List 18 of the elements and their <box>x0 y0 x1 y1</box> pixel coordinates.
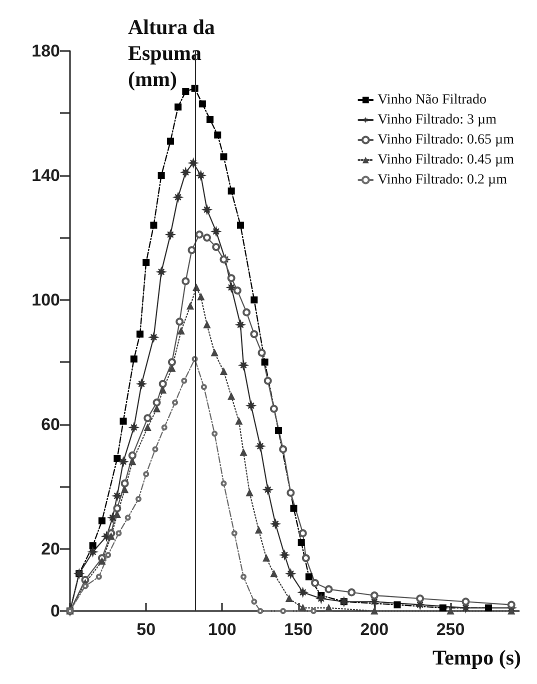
x-tick-label: 250 <box>436 620 465 639</box>
x-tick-label: 150 <box>284 620 312 639</box>
y-tick-label: 0 <box>50 602 60 620</box>
legend-label: Vinho Filtrado: 3 µm <box>378 112 497 128</box>
x-tick-label: 200 <box>360 620 389 639</box>
y-axis-title: Altura da Espuma (mm) <box>128 15 220 91</box>
legend-label: Vinho Filtrado: 0.45 µm <box>378 152 514 168</box>
y-tick-label: 20 <box>41 539 60 558</box>
x-axis-title: Tempo (s) <box>432 646 522 670</box>
y-tick-label: 100 <box>32 290 60 310</box>
y-tick-label: 180 <box>32 42 60 60</box>
y-tick-label: 140 <box>32 166 60 185</box>
y-tick-label: 60 <box>41 414 60 434</box>
legend-label: Vinho Filtrado: 0.2 µm <box>378 172 508 188</box>
x-tick-label: 50 <box>136 620 156 639</box>
legend-label: Vinho Filtrado: 0.65 µm <box>378 132 514 148</box>
x-tick-label: 100 <box>208 620 236 639</box>
legend-label: Vinho Não Filtrado <box>378 92 486 108</box>
